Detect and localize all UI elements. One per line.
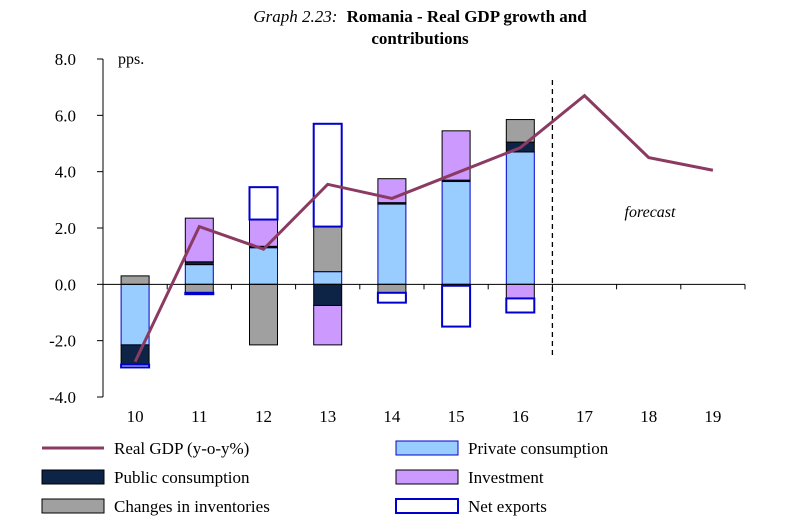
bar-private-consumption: [377, 203, 407, 285]
bar-net-exports: [441, 284, 472, 328]
legend-swatch-investment: [395, 469, 459, 485]
y-tick-label: 4.0: [55, 163, 76, 182]
bar-changes-in-inventories: [313, 226, 343, 273]
legend-swatch-changes-in-inventories: [41, 498, 105, 514]
chart-title-line2: contributions: [371, 29, 469, 48]
bar-net-exports: [120, 363, 151, 369]
x-tick-label: 18: [640, 407, 657, 426]
y-tick-label: -2.0: [49, 332, 76, 351]
forecast-annotation: forecast: [625, 204, 677, 221]
bar-private-consumption: [441, 181, 471, 285]
x-tick-label: 11: [191, 407, 207, 426]
bar-net-exports: [248, 186, 279, 221]
bar-private-consumption: [249, 247, 278, 285]
bar-net-exports: [184, 291, 215, 296]
bar-net-exports: [312, 122, 343, 228]
bars-group: [120, 119, 536, 369]
gdp-line: [133, 93, 714, 363]
legend: Real GDP (y-o-y%) Private consumption Publ…: [41, 439, 609, 516]
x-tick-label: 12: [255, 407, 272, 426]
bar-changes-in-inventories: [120, 275, 150, 285]
x-tick-label: 10: [127, 407, 144, 426]
bar-net-exports: [505, 297, 536, 314]
legend-swatch-public-consumption: [41, 469, 105, 485]
chart-title-main: Romania - Real GDP growth and: [347, 7, 588, 26]
bar-public-consumption: [313, 283, 343, 306]
legend-label-public-consumption: Public consumption: [114, 468, 250, 487]
bar-changes-in-inventories: [377, 283, 407, 294]
legend-label-real-gdp-y-o-y: Real GDP (y-o-y%): [114, 439, 249, 458]
x-tick-label: 14: [383, 407, 401, 426]
bar-changes-in-inventories: [184, 283, 214, 294]
bar-changes-in-inventories: [505, 119, 535, 143]
bar-private-consumption: [505, 151, 535, 285]
axes-group: 8.0 6.0 4.0 2.0 0.0 -2.0 -4.0 10 11 12 13 14 15 16 17 1…: [49, 50, 746, 426]
legend-label-investment: Investment: [468, 468, 544, 487]
x-tick-label: 13: [319, 407, 336, 426]
bar-private-consumption: [184, 264, 214, 285]
legend-label-changes-in-inventories: Changes in inventories: [114, 497, 270, 516]
y-axis-label: pps.: [118, 51, 144, 68]
y-tick-label: 2.0: [55, 219, 76, 238]
legend-label-private-consumption: Private consumption: [468, 439, 609, 458]
legend-label-net-exports: Net exports: [468, 497, 547, 516]
legend-swatch-private-consumption: [395, 440, 459, 456]
bar-changes-in-inventories: [249, 283, 278, 346]
bar-net-exports: [376, 291, 407, 304]
bar-investment: [184, 217, 214, 263]
chart-title-prefix: Graph 2.23:: [253, 7, 337, 26]
bar-investment: [505, 283, 535, 299]
y-tick-label: 8.0: [55, 50, 76, 69]
bar-private-consumption: [120, 283, 150, 346]
chart-title-line1: Graph 2.23: Romania - Real GDP growth an…: [253, 7, 587, 26]
bar-investment: [249, 219, 278, 247]
y-tick-label: -4.0: [49, 388, 76, 407]
x-tick-label: 15: [448, 407, 465, 426]
x-tick-label: 19: [704, 407, 721, 426]
bar-investment: [313, 304, 343, 346]
gdp-line-group: [133, 93, 714, 363]
y-tick-label: 6.0: [55, 106, 76, 125]
y-tick-label: 0.0: [55, 275, 76, 294]
x-tick-label: 16: [512, 407, 529, 426]
x-tick-label: 17: [576, 407, 594, 426]
bar-private-consumption: [313, 271, 343, 285]
legend-swatch-net-exports: [395, 498, 459, 514]
